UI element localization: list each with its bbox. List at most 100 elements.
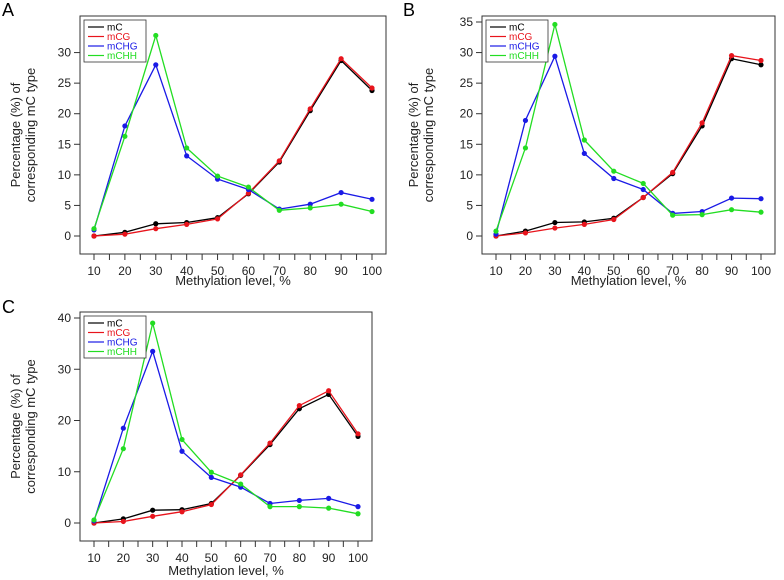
data-point-mcg	[296, 403, 302, 409]
panel-label: A	[2, 0, 14, 20]
x-tick-label: 40	[578, 264, 592, 278]
x-tick-label: 10	[87, 264, 101, 278]
data-point-mchh	[179, 436, 185, 443]
legend-item-mchh-label: mCHH	[107, 347, 137, 358]
data-point-mchh	[276, 207, 282, 213]
data-point-mcg	[153, 226, 159, 232]
series-line-mc	[495, 57, 762, 237]
panel-label: C	[2, 297, 15, 317]
y-axis-title: corresponding mC type	[23, 359, 38, 493]
data-point-mcg	[611, 216, 617, 223]
data-point-mchg	[355, 504, 361, 510]
data-point-mchg	[522, 117, 529, 124]
data-point-mchg	[296, 497, 302, 504]
data-point-mcg	[276, 158, 282, 164]
data-point-mc	[552, 219, 558, 226]
data-point-mchg	[326, 495, 332, 501]
y-axis-title: corresponding mC type	[23, 68, 38, 202]
x-tick-label: 90	[725, 264, 739, 278]
x-tick-label: 100	[362, 264, 382, 278]
series-line-mchh	[495, 24, 762, 232]
y-axis-title: Percentage (%) of	[8, 82, 23, 187]
data-point-mchh	[326, 505, 332, 511]
x-tick-label: 70	[666, 264, 680, 278]
data-point-mchh	[522, 145, 529, 151]
y-tick-label: 0	[64, 229, 71, 243]
data-point-mcg	[326, 388, 332, 394]
data-point-mcg	[267, 440, 273, 446]
y-axis-title: Percentage (%) of	[8, 374, 23, 479]
y-tick-label: 20	[58, 414, 72, 428]
data-point-mchh	[267, 504, 273, 510]
data-point-mchg	[552, 53, 558, 59]
data-point-mcg	[184, 221, 190, 227]
data-point-mchg	[640, 186, 646, 193]
y-tick-label: 35	[460, 15, 474, 29]
x-tick-label: 30	[149, 264, 163, 278]
x-tick-label: 80	[304, 264, 318, 278]
data-point-mc	[758, 62, 764, 68]
data-point-mcg	[307, 106, 313, 112]
data-point-mchh	[214, 173, 221, 179]
y-tick-label: 20	[460, 107, 474, 121]
x-axis-title: Methylation level, %	[168, 563, 284, 578]
data-point-mchh	[91, 226, 97, 232]
x-tick-label: 20	[519, 264, 533, 278]
data-point-mcg	[699, 120, 705, 126]
chart-panel-b: B 10 20 30 40 50 60 70 80 90 100 0 5 10 15 20 25 30 35 Met…	[403, 0, 776, 288]
data-point-mchh	[728, 207, 735, 213]
data-point-mchh	[670, 212, 676, 218]
series-line-mcg	[93, 389, 359, 524]
legend-item-mcg-label: mCG	[509, 32, 533, 43]
x-tick-label: 100	[751, 264, 771, 278]
x-tick-label: 60	[242, 264, 256, 278]
data-point-mchg	[728, 195, 735, 201]
data-point-mchh	[552, 21, 558, 28]
x-tick-label: 70	[263, 551, 277, 565]
y-axis-title: corresponding mC type	[421, 68, 436, 202]
x-tick-label: 10	[489, 264, 503, 278]
legend-item-mchg-label: mCHG	[107, 338, 138, 349]
series-line-mcg	[93, 57, 373, 237]
series-line-mc	[93, 393, 359, 524]
data-point-mchh	[369, 208, 375, 215]
data-point-mchh	[493, 228, 499, 234]
data-point-mchg	[369, 196, 375, 202]
legend-item-mc-label: mC	[509, 23, 525, 34]
series-line-mchg	[93, 349, 359, 522]
data-point-mc	[153, 221, 159, 227]
data-point-mchh	[758, 209, 764, 215]
data-point-mcg	[208, 501, 214, 508]
y-tick-label: 5	[64, 198, 71, 212]
series-line-mchh	[93, 322, 359, 521]
data-point-mchg	[179, 448, 185, 454]
legend-item-mc-label: mC	[107, 319, 123, 330]
x-tick-label: 90	[334, 264, 348, 278]
data-point-mcg	[640, 194, 646, 201]
data-point-mcg	[214, 216, 221, 222]
x-tick-label: 60	[637, 264, 651, 278]
legend-item-mc-label: mC	[107, 23, 123, 34]
x-tick-label: 40	[175, 551, 189, 565]
x-tick-label: 100	[348, 551, 368, 565]
y-tick-label: 5	[466, 198, 473, 212]
data-point-mchh	[640, 180, 646, 187]
y-tick-label: 10	[58, 465, 72, 479]
y-tick-label: 15	[58, 137, 72, 151]
x-tick-label: 90	[322, 551, 336, 565]
x-tick-label: 50	[607, 264, 621, 278]
x-axis-title: Methylation level, %	[571, 273, 687, 288]
chart-panel-a: A 10 20 30 40 50 60 70 80 90 100 0 5 10 15 20 25 30 Methy…	[2, 0, 387, 288]
data-point-mcg	[728, 53, 735, 59]
data-point-mcg	[245, 190, 252, 196]
data-point-mchh	[296, 504, 302, 510]
x-tick-label: 80	[293, 551, 307, 565]
x-tick-label: 10	[87, 551, 101, 565]
data-point-mchh	[355, 511, 361, 517]
data-point-mchh	[150, 320, 156, 326]
data-point-mchh	[120, 446, 126, 452]
data-point-mchh	[153, 32, 159, 39]
legend-item-mchg-label: mCHG	[107, 42, 138, 53]
series-line-mc	[93, 59, 373, 237]
data-point-mchg	[150, 348, 156, 354]
